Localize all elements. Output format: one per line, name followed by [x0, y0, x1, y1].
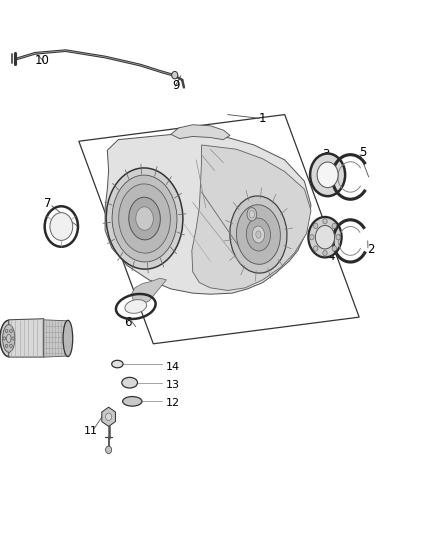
- Ellipse shape: [106, 413, 112, 421]
- Polygon shape: [171, 125, 230, 140]
- Ellipse shape: [317, 162, 338, 188]
- Polygon shape: [192, 145, 311, 290]
- Circle shape: [10, 329, 12, 333]
- Polygon shape: [9, 319, 44, 357]
- Text: 13: 13: [166, 380, 180, 390]
- Text: 9: 9: [172, 79, 180, 92]
- Ellipse shape: [106, 168, 183, 269]
- Circle shape: [336, 235, 340, 240]
- Ellipse shape: [123, 397, 142, 406]
- Ellipse shape: [3, 325, 15, 352]
- Circle shape: [5, 329, 8, 333]
- Text: 11: 11: [84, 426, 98, 435]
- Ellipse shape: [252, 226, 265, 243]
- Circle shape: [5, 344, 8, 348]
- Circle shape: [332, 246, 336, 251]
- Polygon shape: [105, 133, 311, 294]
- Ellipse shape: [112, 175, 177, 262]
- Ellipse shape: [0, 320, 18, 357]
- Ellipse shape: [122, 377, 138, 388]
- Ellipse shape: [249, 211, 254, 218]
- Ellipse shape: [63, 320, 73, 357]
- Polygon shape: [44, 320, 68, 357]
- Polygon shape: [79, 115, 359, 344]
- Circle shape: [323, 251, 327, 256]
- Text: 3: 3: [323, 148, 330, 161]
- Ellipse shape: [136, 207, 153, 230]
- Text: 10: 10: [34, 54, 49, 67]
- Circle shape: [323, 219, 327, 224]
- Ellipse shape: [315, 225, 335, 249]
- Text: 5: 5: [359, 146, 366, 159]
- Circle shape: [10, 344, 12, 348]
- Circle shape: [106, 446, 112, 454]
- Ellipse shape: [310, 154, 345, 196]
- Text: 12: 12: [166, 399, 180, 408]
- Circle shape: [172, 71, 178, 79]
- Ellipse shape: [246, 218, 271, 251]
- Text: 8: 8: [24, 337, 31, 350]
- Circle shape: [314, 223, 318, 229]
- Ellipse shape: [230, 196, 287, 273]
- Ellipse shape: [247, 208, 257, 221]
- Ellipse shape: [256, 231, 261, 238]
- Ellipse shape: [119, 184, 170, 253]
- Polygon shape: [131, 278, 166, 304]
- Ellipse shape: [237, 205, 280, 264]
- Ellipse shape: [125, 300, 147, 313]
- Ellipse shape: [308, 217, 342, 257]
- Circle shape: [332, 223, 336, 229]
- Text: 14: 14: [166, 362, 180, 372]
- Text: 1: 1: [258, 112, 266, 125]
- Text: 2: 2: [367, 243, 374, 256]
- Text: 6: 6: [124, 317, 132, 329]
- Ellipse shape: [112, 360, 123, 368]
- Text: 4: 4: [328, 251, 336, 263]
- Circle shape: [3, 337, 6, 340]
- Circle shape: [314, 246, 318, 251]
- Circle shape: [310, 235, 314, 240]
- Polygon shape: [102, 407, 116, 426]
- Ellipse shape: [7, 334, 11, 343]
- Ellipse shape: [50, 213, 73, 240]
- Text: 7: 7: [44, 197, 52, 210]
- Ellipse shape: [129, 197, 160, 240]
- Circle shape: [12, 337, 14, 340]
